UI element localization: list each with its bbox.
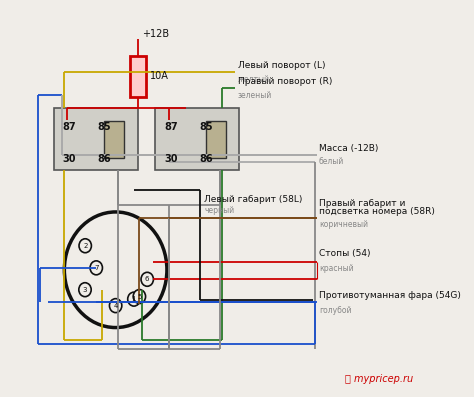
Text: 3: 3: [83, 287, 87, 293]
Text: 1: 1: [132, 296, 136, 302]
Text: Масса (-12В): Масса (-12В): [319, 144, 378, 153]
Text: красный: красный: [319, 264, 354, 273]
Text: 85: 85: [199, 122, 213, 132]
Text: Левый габарит (58L): Левый габарит (58L): [204, 195, 302, 204]
Circle shape: [141, 272, 154, 286]
Text: 4: 4: [113, 303, 118, 308]
Bar: [54, 108, 138, 170]
Text: Левый поворот (L): Левый поворот (L): [237, 62, 325, 70]
Circle shape: [109, 299, 122, 312]
Text: 85: 85: [98, 122, 111, 132]
Bar: [155, 108, 239, 170]
Circle shape: [133, 289, 146, 303]
Text: 7: 7: [94, 265, 99, 271]
Text: белый: белый: [319, 157, 344, 166]
Text: 30: 30: [164, 154, 178, 164]
Text: желтый: желтый: [237, 75, 270, 85]
Text: 5: 5: [137, 293, 142, 299]
Text: Правый габарит и: Правый габарит и: [319, 199, 405, 208]
Circle shape: [79, 239, 91, 253]
Text: 6: 6: [145, 276, 149, 282]
Text: зеленый: зеленый: [237, 91, 272, 100]
Text: 86: 86: [98, 154, 111, 164]
Text: 87: 87: [164, 122, 178, 132]
Text: 🔌 mypricep.ru: 🔌 mypricep.ru: [345, 374, 413, 384]
Text: черный: черный: [204, 206, 234, 215]
Circle shape: [128, 292, 140, 306]
Text: 2: 2: [83, 243, 87, 249]
Text: 30: 30: [63, 154, 76, 164]
Text: Правый поворот (R): Правый поворот (R): [237, 77, 332, 87]
Bar: [206, 121, 226, 158]
Text: Противотуманная фара (54G): Противотуманная фара (54G): [319, 291, 461, 300]
Circle shape: [79, 283, 91, 297]
Text: +12В: +12В: [142, 29, 169, 39]
Text: голубой: голубой: [319, 306, 352, 315]
Text: 10A: 10A: [150, 71, 169, 81]
Text: коричневый: коричневый: [319, 220, 368, 229]
Bar: [104, 121, 124, 158]
Circle shape: [64, 212, 167, 328]
Text: Стопы (54): Стопы (54): [319, 249, 371, 258]
Text: 86: 86: [199, 154, 213, 164]
Text: подсветка номера (58R): подсветка номера (58R): [319, 207, 435, 216]
Text: 87: 87: [63, 122, 76, 132]
Circle shape: [90, 261, 102, 275]
Bar: [130, 56, 146, 97]
